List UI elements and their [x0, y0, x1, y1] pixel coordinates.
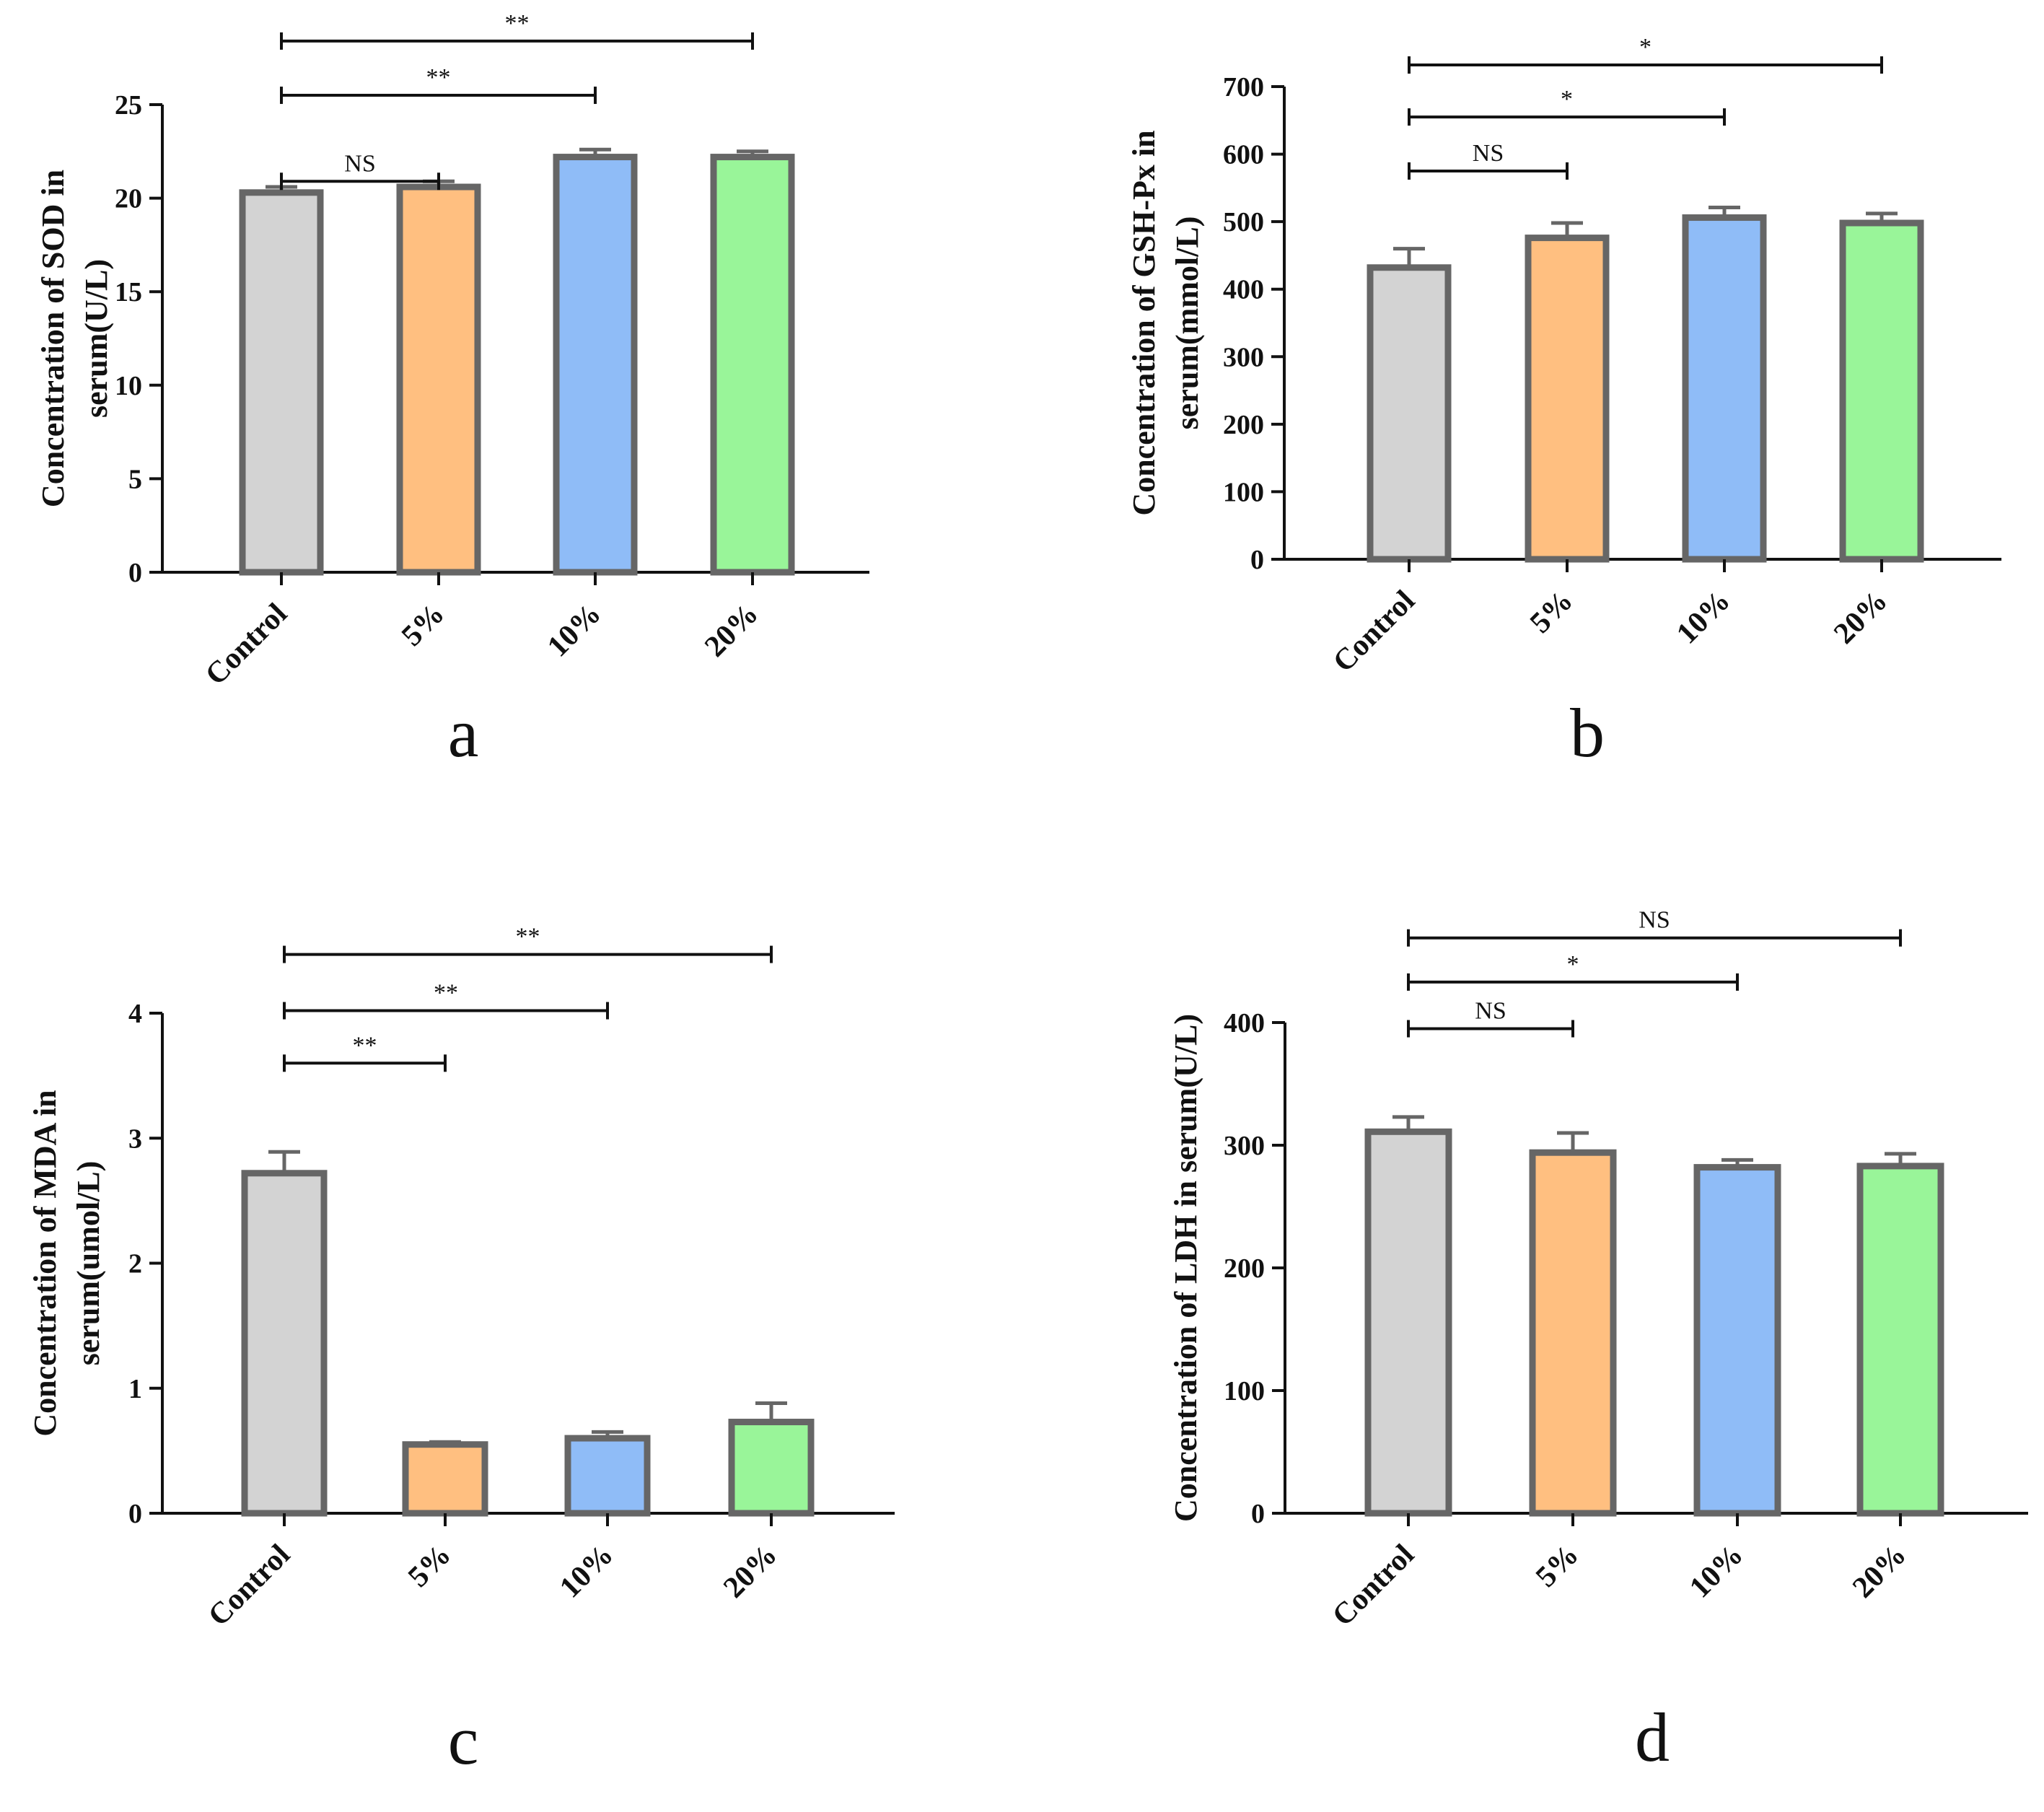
x-category-label: 5% — [402, 1539, 457, 1594]
y-tick-label: 0 — [1251, 1499, 1265, 1529]
panel-letter: b — [1570, 694, 1605, 771]
significance-label: NS — [1639, 907, 1670, 934]
panel-a: 0 5 10 15 20 25 Concentration of SOD in serum(U… — [35, 10, 869, 771]
y-tick-label: 700 — [1223, 72, 1264, 102]
y-tick-label: 100 — [1223, 477, 1264, 507]
y-tick-label: 2 — [128, 1249, 142, 1279]
x-category-label: 20% — [717, 1539, 784, 1605]
significance-label: ** — [426, 64, 451, 91]
y-tick-label: 200 — [1223, 410, 1264, 440]
bar-c-1 — [402, 1441, 488, 1517]
y-tick-label: 200 — [1224, 1253, 1265, 1284]
significance-label: ** — [434, 980, 458, 1007]
panel-d: 0 100 200 300 400 Concentration of LDH in ser… — [1168, 907, 2028, 1776]
bar-a-3 — [710, 154, 795, 576]
y-tick-label: 15 — [115, 277, 142, 307]
significance-label: ** — [353, 1032, 377, 1059]
y-tick-label: 600 — [1223, 140, 1264, 170]
x-category-label: 5% — [1530, 1539, 1585, 1594]
significance-label: NS — [1473, 140, 1504, 167]
y-tick-label: 100 — [1224, 1376, 1265, 1406]
x-category-label: 20% — [1828, 585, 1894, 651]
panel-b: 0 100 200 300 400 500 600 700 Concentration of G… — [1126, 34, 2001, 771]
y-tick-label: 400 — [1224, 1008, 1265, 1038]
bar-c-3 — [728, 1419, 815, 1517]
bar-a-1 — [396, 183, 481, 576]
bar-c-0 — [241, 1170, 328, 1517]
significance-label: * — [1639, 34, 1652, 61]
panel-letter: d — [1635, 1699, 1670, 1776]
x-category-label: 20% — [1846, 1539, 1913, 1605]
y-tick-label: 300 — [1224, 1131, 1265, 1161]
y-axis-title: serum(U/L) — [79, 259, 114, 418]
x-category-label: 10% — [541, 598, 608, 664]
significance-label: NS — [1475, 998, 1506, 1025]
y-tick-label: 25 — [115, 90, 142, 121]
y-tick-label: 0 — [128, 558, 142, 588]
bar-d-2 — [1693, 1164, 1781, 1517]
x-category-label: Control — [202, 1539, 297, 1633]
y-axis-title: serum(mmol/L) — [1170, 216, 1205, 430]
y-tick-label: 0 — [128, 1499, 142, 1529]
panel-letter: a — [448, 694, 479, 771]
significance-label: NS — [344, 150, 375, 177]
y-axis-title: Concentration of MDA in — [27, 1090, 63, 1436]
y-tick-label: 500 — [1223, 207, 1264, 237]
significance-label: * — [1561, 86, 1573, 113]
panel-letter: c — [448, 1702, 479, 1779]
bar-b-1 — [1525, 235, 1610, 563]
bar-d-1 — [1529, 1149, 1617, 1517]
x-category-label: 10% — [1670, 585, 1737, 651]
x-category-label: Control — [199, 598, 294, 692]
bar-a-0 — [239, 189, 324, 576]
significance-label: * — [1567, 951, 1579, 978]
y-tick-label: 0 — [1250, 545, 1264, 575]
bar-d-0 — [1364, 1128, 1452, 1517]
y-tick-label: 10 — [115, 371, 142, 401]
y-tick-label: 20 — [115, 184, 142, 214]
x-category-label: 10% — [1683, 1539, 1750, 1605]
y-tick-label: 5 — [128, 464, 142, 494]
bar-b-2 — [1682, 214, 1767, 563]
x-category-label: 5% — [1524, 585, 1579, 640]
bar-a-2 — [553, 154, 638, 576]
y-tick-label: 400 — [1223, 275, 1264, 305]
bar-d-3 — [1856, 1163, 1944, 1517]
bar-b-3 — [1839, 219, 1924, 563]
y-tick-label: 300 — [1223, 342, 1264, 372]
y-axis-title: Concentration of GSH-Px in — [1126, 130, 1162, 515]
panel-c: 0 1 2 3 4 Concentration of MDA in serum(umol/L… — [27, 924, 895, 1779]
y-tick-label: 1 — [128, 1374, 142, 1404]
y-axis-title: Concentration of LDH in serum(U/L) — [1168, 1014, 1203, 1522]
y-axis-title: serum(umol/L) — [71, 1161, 106, 1366]
bar-c-2 — [564, 1435, 651, 1517]
x-category-label: 5% — [395, 598, 451, 653]
y-tick-label: 3 — [128, 1124, 142, 1154]
x-category-label: Control — [1327, 585, 1421, 679]
x-category-label: 10% — [553, 1539, 620, 1605]
x-category-label: Control — [1326, 1539, 1421, 1633]
y-axis-title: Concentration of SOD in — [35, 170, 71, 507]
significance-label: ** — [516, 924, 540, 950]
significance-label: ** — [505, 10, 530, 37]
x-category-label: 20% — [698, 598, 765, 664]
bar-b-0 — [1367, 264, 1452, 563]
y-tick-label: 4 — [128, 999, 142, 1029]
